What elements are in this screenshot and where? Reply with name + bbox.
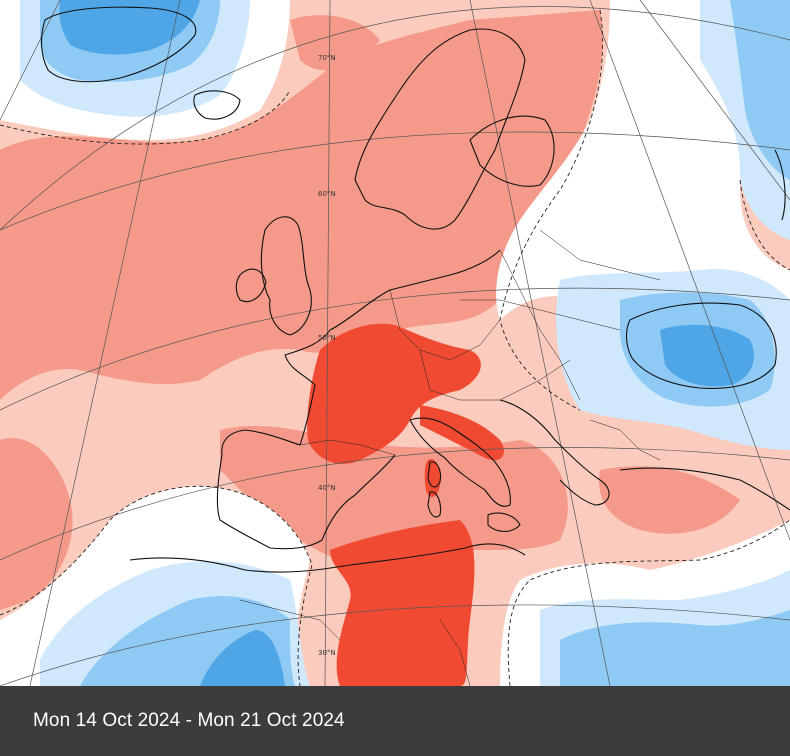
coast-sardinia — [427, 491, 442, 518]
meridian-graticule — [0, 0, 790, 686]
meridian-line-20e — [469, 0, 611, 686]
border-maghreb — [239, 599, 341, 641]
cool-strong-region-greenland — [59, 0, 200, 55]
latitude-label-40n: 40°N — [318, 484, 336, 492]
coast-anatolia — [619, 467, 790, 511]
cool-medium-region-northeast — [730, 0, 790, 180]
warm-medium-region-iberia-west — [0, 438, 73, 610]
meridian-line-40e — [589, 0, 790, 541]
latitude-label-70n: 70°N — [318, 54, 336, 62]
cool-medium-region-east-med — [560, 610, 790, 686]
coast-balkans — [499, 399, 610, 506]
latitude-label-30n: 30°N — [318, 649, 336, 657]
contour-east — [499, 9, 603, 411]
coast-corsica — [427, 461, 442, 488]
caption-bar: Mon 14 Oct 2024 - Mon 21 Oct 2024 — [0, 686, 790, 756]
border-pyrenees — [299, 439, 396, 456]
warm-medium-region-atlantic — [0, 10, 603, 400]
cool-strong-region-iberia-south — [200, 630, 285, 686]
border-eastern-europe — [499, 249, 581, 401]
border-baltics — [539, 229, 661, 281]
latitude-line-50n — [0, 287, 790, 411]
coastlines — [41, 6, 790, 573]
warm-strong-region-north-africa — [330, 520, 475, 686]
coast-finland — [469, 115, 555, 187]
border-turkey — [589, 419, 661, 461]
anomaly-map-canvas: 70°N 60°N 50°N 40°N 30°N — [0, 0, 790, 686]
coast-ireland — [235, 268, 267, 303]
country-borders — [239, 229, 661, 686]
warm-medium-region-south — [220, 425, 568, 569]
zero-anomaly-contours — [0, 9, 790, 686]
contour-northeast — [739, 179, 790, 271]
meridian-line-0 — [324, 0, 331, 686]
date-range-caption: Mon 14 Oct 2024 - Mon 21 Oct 2024 — [33, 710, 345, 731]
anomaly-map: 70°N 60°N 50°N 40°N 30°N — [0, 0, 790, 686]
coast-black-sea — [625, 302, 777, 389]
latitude-line-30n — [0, 604, 790, 686]
latitude-graticule — [0, 6, 790, 686]
contour-north-atlantic — [0, 89, 291, 145]
coast-sicily — [487, 512, 521, 532]
latitude-line-70n — [0, 6, 790, 231]
meridian-line-40w — [0, 0, 61, 121]
meridian-line-60e — [639, 0, 790, 201]
meridian-line-20w — [29, 0, 181, 686]
latitude-label-60n: 60°N — [318, 190, 336, 198]
latitude-line-60n — [0, 131, 790, 231]
warm-strong-region-italy — [420, 405, 505, 461]
cool-strong-region-black-sea — [660, 324, 754, 387]
border-libya — [439, 619, 471, 686]
latitude-label-50n: 50°N — [318, 334, 336, 342]
coast-scandinavia — [354, 28, 526, 230]
coast-greenland — [41, 6, 197, 83]
coast-western-europe — [216, 249, 501, 550]
coast-iceland — [193, 90, 241, 120]
warm-strong-region-corsica — [424, 459, 441, 497]
coast-great-britain — [260, 216, 312, 336]
border-central-europe — [389, 289, 501, 361]
coast-italy — [409, 417, 511, 507]
latitude-labels: 70°N 60°N 50°N 40°N 30°N — [318, 54, 336, 657]
warm-strong-region-france — [307, 323, 481, 464]
contour-southwest — [0, 485, 313, 686]
contour-southeast — [507, 519, 790, 686]
coast-north-africa — [129, 543, 526, 573]
border-alps-balkans — [419, 349, 571, 401]
warm-medium-region-east-med — [599, 466, 740, 534]
border-poland-ukraine — [460, 299, 621, 331]
latitude-line-40n — [0, 447, 790, 561]
coast-caspian — [774, 149, 786, 221]
